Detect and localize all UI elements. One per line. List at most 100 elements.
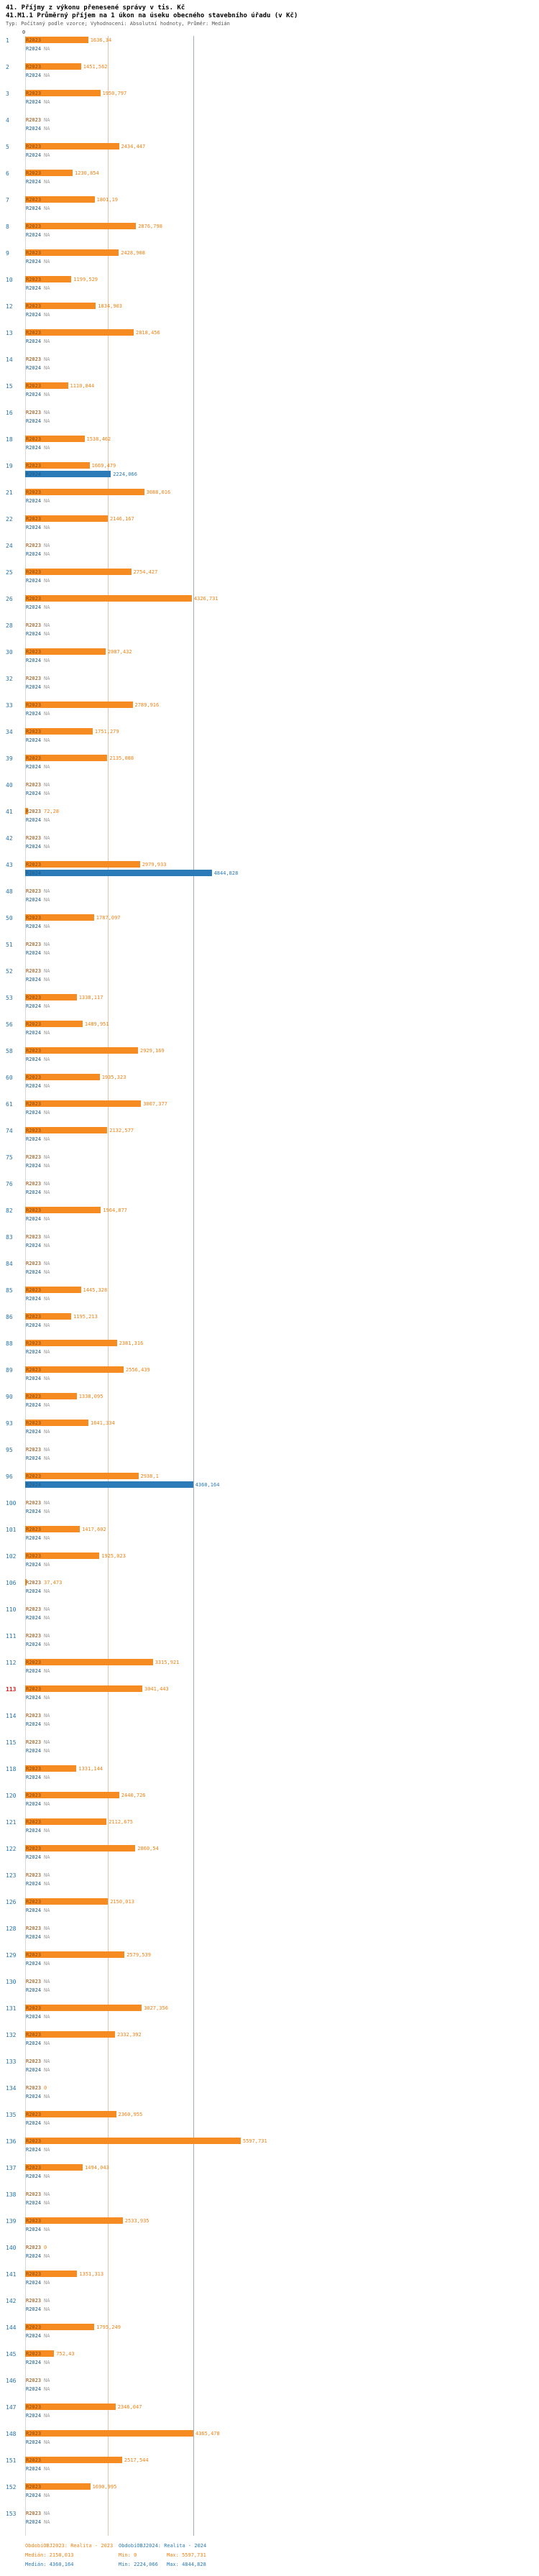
table-row: 110 R2023 NA R2024 NA [6, 1605, 539, 1632]
table-row: 18 R2023 1538,462 R2024 NA [6, 435, 539, 461]
series-label-2024: R2024 [26, 658, 42, 663]
series-label-2024: R2024 [26, 1429, 42, 1435]
na-label: NA [44, 1775, 50, 1780]
series-label-2023: R2023 [26, 862, 42, 868]
series-line-2023: R2023 1199,529 [25, 275, 539, 284]
series-label-2024: R2024 [26, 2386, 42, 2392]
series-line-2023: R2023 37,473 [25, 1578, 539, 1587]
series-label-2023: R2023 [26, 1101, 42, 1107]
bar-2023 [25, 2430, 193, 2437]
row-number: 88 [6, 1340, 13, 1347]
series-line-2023: R2023 NA [25, 834, 539, 842]
series-line-2024: R2024 NA [25, 2438, 539, 2447]
row-number: 24 [6, 543, 13, 549]
value-label-2023: 3007,377 [143, 1101, 167, 1107]
series-line-2024: R2024 NA [25, 2358, 539, 2367]
table-row: 131 R2023 3027,356 R2024 NA [6, 2004, 539, 2030]
min-stat-2023: Min: 0 [119, 2552, 137, 2558]
bar-2023 [25, 808, 28, 814]
series-label-2024: R2024 [26, 1775, 42, 1780]
table-row: 48 R2023 NA R2024 NA [6, 887, 539, 914]
series-label-2023: R2023 [26, 2191, 42, 2197]
na-label: NA [44, 676, 50, 681]
row-number: 30 [6, 649, 13, 656]
series-line-2023: R2023 3041,443 [25, 1685, 539, 1693]
page-title: 41. Příjmy z výkonu přenesené správy v t… [6, 4, 185, 12]
row-number: 32 [6, 676, 13, 682]
series-label-2024: R2024 [26, 1349, 42, 1355]
na-label: NA [44, 1349, 50, 1355]
row-number: 89 [6, 1367, 13, 1374]
series-line-2024: R2024 NA [25, 709, 539, 718]
table-row: 96 R2023 2938,1 R2024 4360,164 [6, 1472, 539, 1499]
row-number: 14 [6, 356, 13, 363]
bar-2023 [25, 1552, 100, 1559]
na-label: NA [44, 2014, 50, 2020]
bar-2023 [25, 90, 101, 96]
value-label-2023: 1964,877 [103, 1208, 128, 1213]
na-label: NA [44, 1854, 50, 1860]
bar-2023 [25, 2111, 116, 2117]
value-label-2023: 1669,479 [91, 463, 116, 469]
stats-row-2024: Medián: 4360,164 Min: 2224,066 Max: 4844… [25, 2562, 539, 2571]
na-label: NA [44, 1003, 50, 1009]
series-line-2023: R2023 NA [25, 1738, 539, 1747]
row-number: 153 [6, 2511, 17, 2517]
bar-2023 [25, 276, 72, 282]
table-row: 52 R2023 NA R2024 NA [6, 967, 539, 993]
table-row: 130 R2023 NA R2024 NA [6, 1977, 539, 2004]
bar-2023 [25, 1021, 83, 1027]
value-label-2023: 3027,356 [144, 2005, 168, 2011]
table-row: 135 R2023 2360,955 R2024 NA [6, 2110, 539, 2137]
na-label: NA [44, 1163, 50, 1169]
series-line-2024: R2024 NA [25, 1188, 539, 1197]
na-label: NA [44, 737, 50, 743]
series-line-2023: R2023 NA [25, 541, 539, 550]
row-number: 5 [6, 144, 9, 150]
stats-row-2023: Medián: 2150,013 Min: 0 Max: 5597,731 [25, 2552, 539, 2562]
series-line-2023: R2023 2332,392 [25, 2030, 539, 2039]
table-row: 93 R2023 1641,334 R2024 NA [6, 1419, 539, 1445]
series-label-2024: R2024 [26, 285, 42, 291]
bar-2024 [25, 870, 212, 876]
series-label-2024: R2024 [26, 950, 42, 956]
value-label-2023: 2876,798 [138, 224, 162, 229]
value-label-2023: 4326,731 [193, 596, 218, 602]
na-label: NA [44, 1181, 50, 1187]
value-label-2023: 4365,478 [195, 2431, 220, 2437]
series-line-2023: R2023 NA [25, 2296, 539, 2305]
table-row: 106 R2023 37,473 R2024 NA [6, 1578, 539, 1605]
row-number: 101 [6, 1527, 17, 1533]
series-label-2024: R2024 [26, 631, 42, 637]
series-line-2023: R2023 2979,933 [25, 860, 539, 869]
bar-2023 [25, 1685, 142, 1692]
series-label-2024: R2024 [26, 418, 42, 424]
value-label-2023: 1445,328 [83, 1287, 108, 1293]
series-line-2023: R2023 NA [25, 2509, 539, 2518]
series-label-2023: R2023 [26, 729, 42, 735]
series-label-2023: R2023 [26, 1340, 42, 1346]
row-number: 128 [6, 1926, 17, 1932]
na-label: NA [44, 73, 50, 78]
row-number: 135 [6, 2112, 17, 2118]
min-stat-2024: Min: 2224,066 [119, 2562, 158, 2567]
table-row: 145 R2023 752,43 R2024 NA [6, 2350, 539, 2376]
series-label-2023: R2023 [26, 197, 42, 203]
series-line-2023: R2023 3315,921 [25, 1658, 539, 1667]
na-label: NA [44, 782, 50, 788]
series-label-2024: R2024 [26, 1668, 42, 1674]
bar-2023 [25, 1340, 117, 1346]
series-line-2023: R2023 2112,675 [25, 1818, 539, 1826]
series-line-2024: R2024 NA [25, 98, 539, 106]
table-row: 86 R2023 1195,213 R2024 NA [6, 1312, 539, 1339]
series-label-2023: R2023 [26, 1154, 42, 1160]
table-row: 43 R2023 2979,933 R2024 4844,828 [6, 860, 539, 887]
series-label-2023: R2023 [26, 2271, 42, 2277]
na-label: NA [44, 2413, 50, 2419]
row-number: 146 [6, 2378, 17, 2384]
series-line-2024: R2024 NA [25, 178, 539, 186]
value-label-2023: 72,28 [44, 809, 60, 814]
series-line-2023: R2023 2440,726 [25, 1791, 539, 1800]
axis-line [25, 36, 26, 2536]
na-label: NA [44, 1748, 50, 1754]
